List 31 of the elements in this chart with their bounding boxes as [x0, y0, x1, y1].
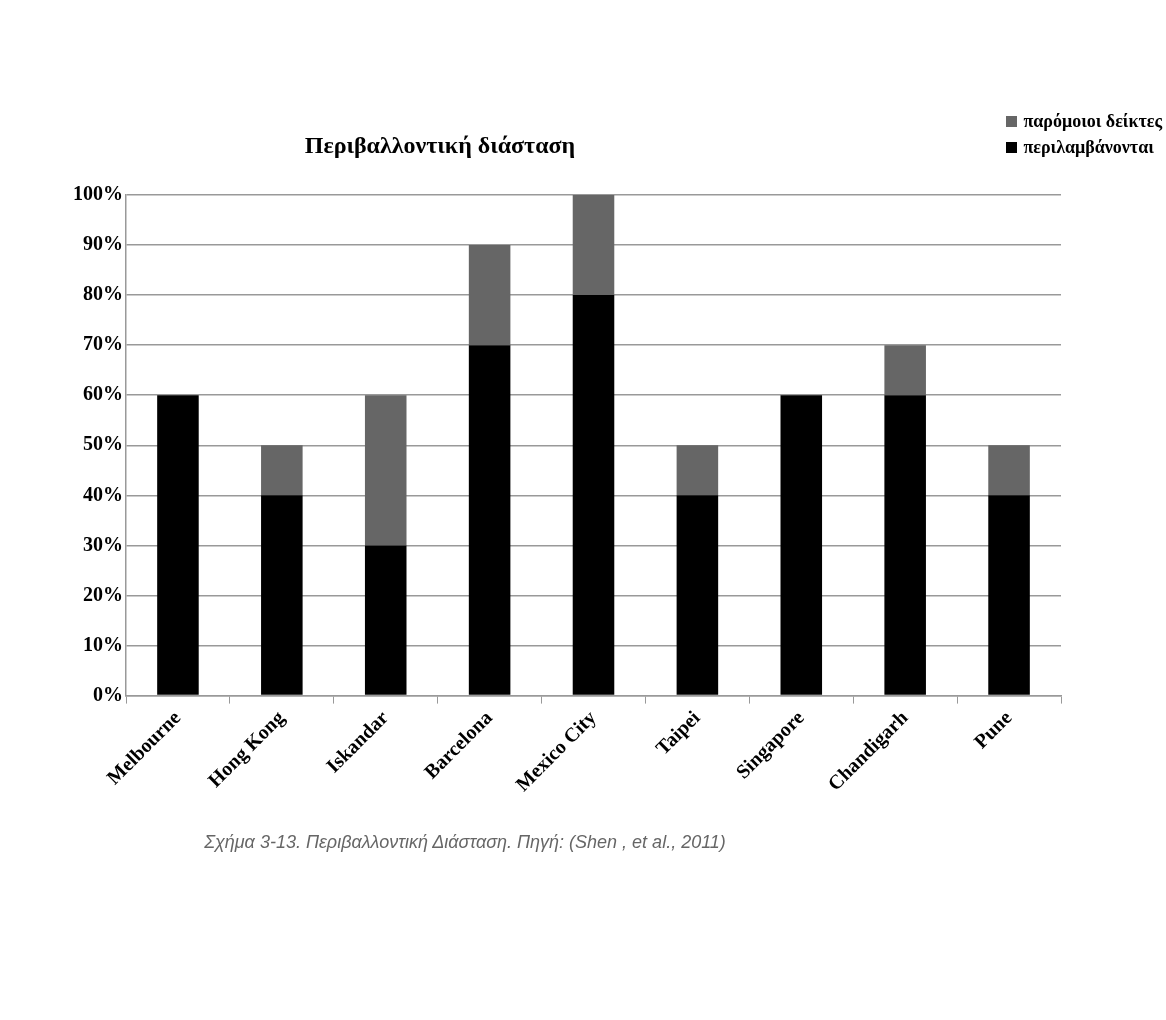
bar [884, 345, 926, 396]
y-tick-label: 70% [83, 332, 123, 355]
bar [261, 445, 303, 496]
bar [157, 395, 199, 695]
legend-label: περιλαμβάνονται [1023, 136, 1154, 158]
legend-label: παρόμοιοι δείκτες [1023, 110, 1162, 132]
y-tick-label: 60% [83, 382, 123, 405]
bar [364, 395, 407, 546]
y-tick-label: 0% [93, 682, 123, 705]
bar [468, 345, 511, 695]
bar [261, 495, 303, 695]
y-tick-label: 10% [83, 632, 123, 655]
bar [676, 445, 719, 496]
bar [988, 445, 1030, 496]
bar [884, 395, 926, 695]
bar [364, 545, 407, 695]
bar [572, 295, 615, 695]
bar [676, 495, 719, 695]
y-tick-label: 90% [83, 232, 123, 255]
bar [572, 195, 615, 296]
y-tick-label: 50% [83, 432, 123, 455]
y-tick-label: 20% [83, 582, 123, 605]
y-tick-label: 30% [83, 532, 123, 555]
y-tick-label: 80% [83, 282, 123, 305]
chart-title: Περιβαλλοντική διάσταση [303, 132, 577, 159]
bar [468, 245, 511, 346]
bar [988, 495, 1030, 695]
y-tick-label: 40% [83, 482, 123, 505]
text: Σχήμα 3-13. Περιβαλλοντική Διάσταση. Πηγή: (Shen , et al., 2011) [203, 832, 727, 853]
bar [780, 395, 823, 695]
y-tick-label: 100% [73, 182, 123, 205]
